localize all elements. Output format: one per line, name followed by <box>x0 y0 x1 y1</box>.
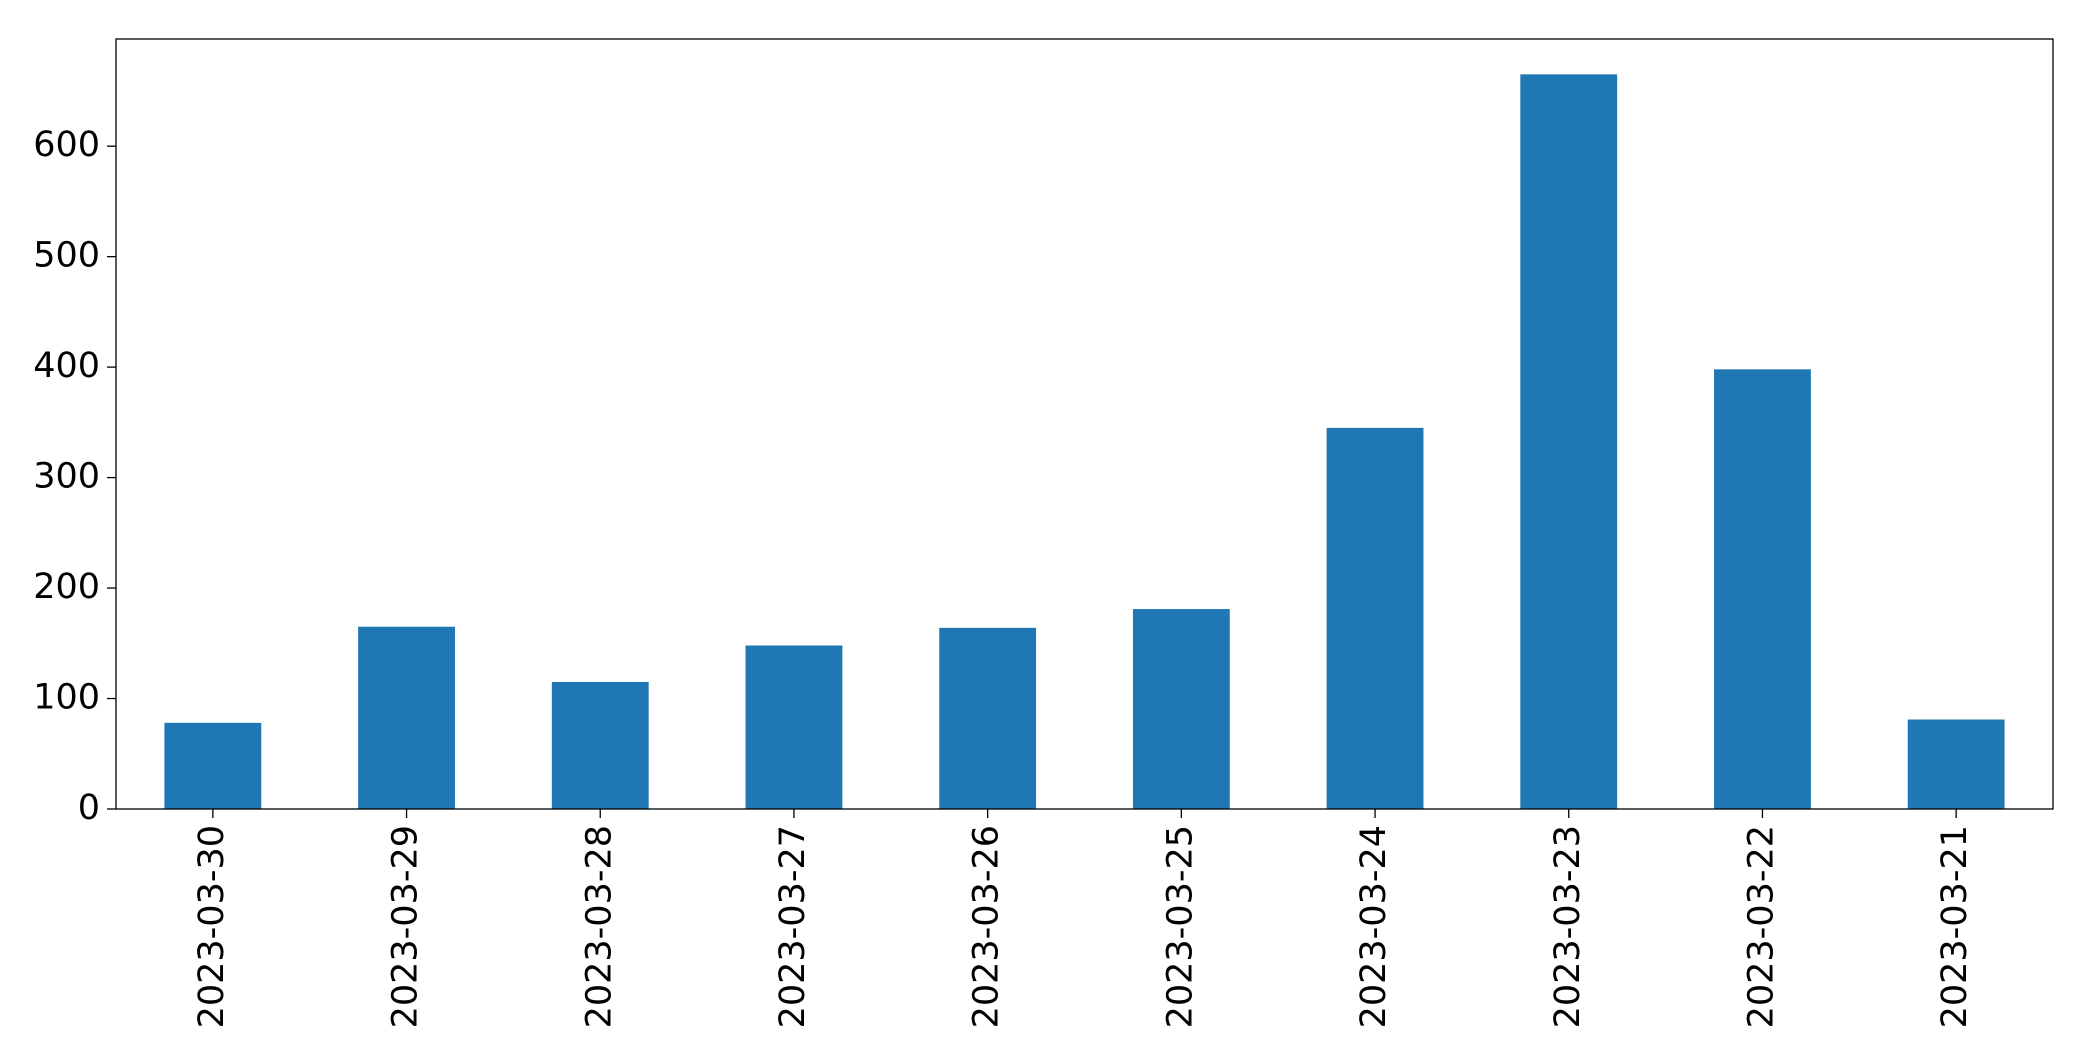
x-tick-label: 2023-03-21 <box>1935 825 1975 1028</box>
y-tick-label: 400 <box>33 346 100 386</box>
y-tick-label: 500 <box>33 236 100 276</box>
plot-frame <box>115 38 2054 810</box>
y-tick-label: 100 <box>33 678 100 718</box>
x-tick-label: 2023-03-29 <box>386 825 426 1028</box>
bar <box>1714 369 1811 809</box>
bar <box>1326 427 1424 809</box>
y-tick-label: 200 <box>33 567 100 607</box>
x-tick-label: 2023-03-25 <box>1160 825 1200 1028</box>
x-tick-label: 2023-03-23 <box>1548 825 1588 1028</box>
y-tick-label: 0 <box>78 788 100 828</box>
bar <box>358 626 455 809</box>
bar <box>551 681 649 809</box>
bar <box>745 645 843 809</box>
x-tick-label: 2023-03-22 <box>1741 825 1781 1028</box>
x-tick-label: 2023-03-30 <box>192 825 232 1028</box>
x-tick-label: 2023-03-24 <box>1354 825 1394 1028</box>
bar <box>1520 74 1618 810</box>
y-tick-label: 600 <box>33 125 100 165</box>
bar <box>939 627 1037 809</box>
bar <box>1907 719 2005 809</box>
y-tick-label: 300 <box>33 457 100 497</box>
x-tick-label: 2023-03-26 <box>967 825 1007 1028</box>
x-tick-label: 2023-03-28 <box>579 825 619 1028</box>
bar <box>164 722 262 809</box>
x-tick-label: 2023-03-27 <box>773 825 813 1028</box>
bar <box>1132 609 1230 809</box>
